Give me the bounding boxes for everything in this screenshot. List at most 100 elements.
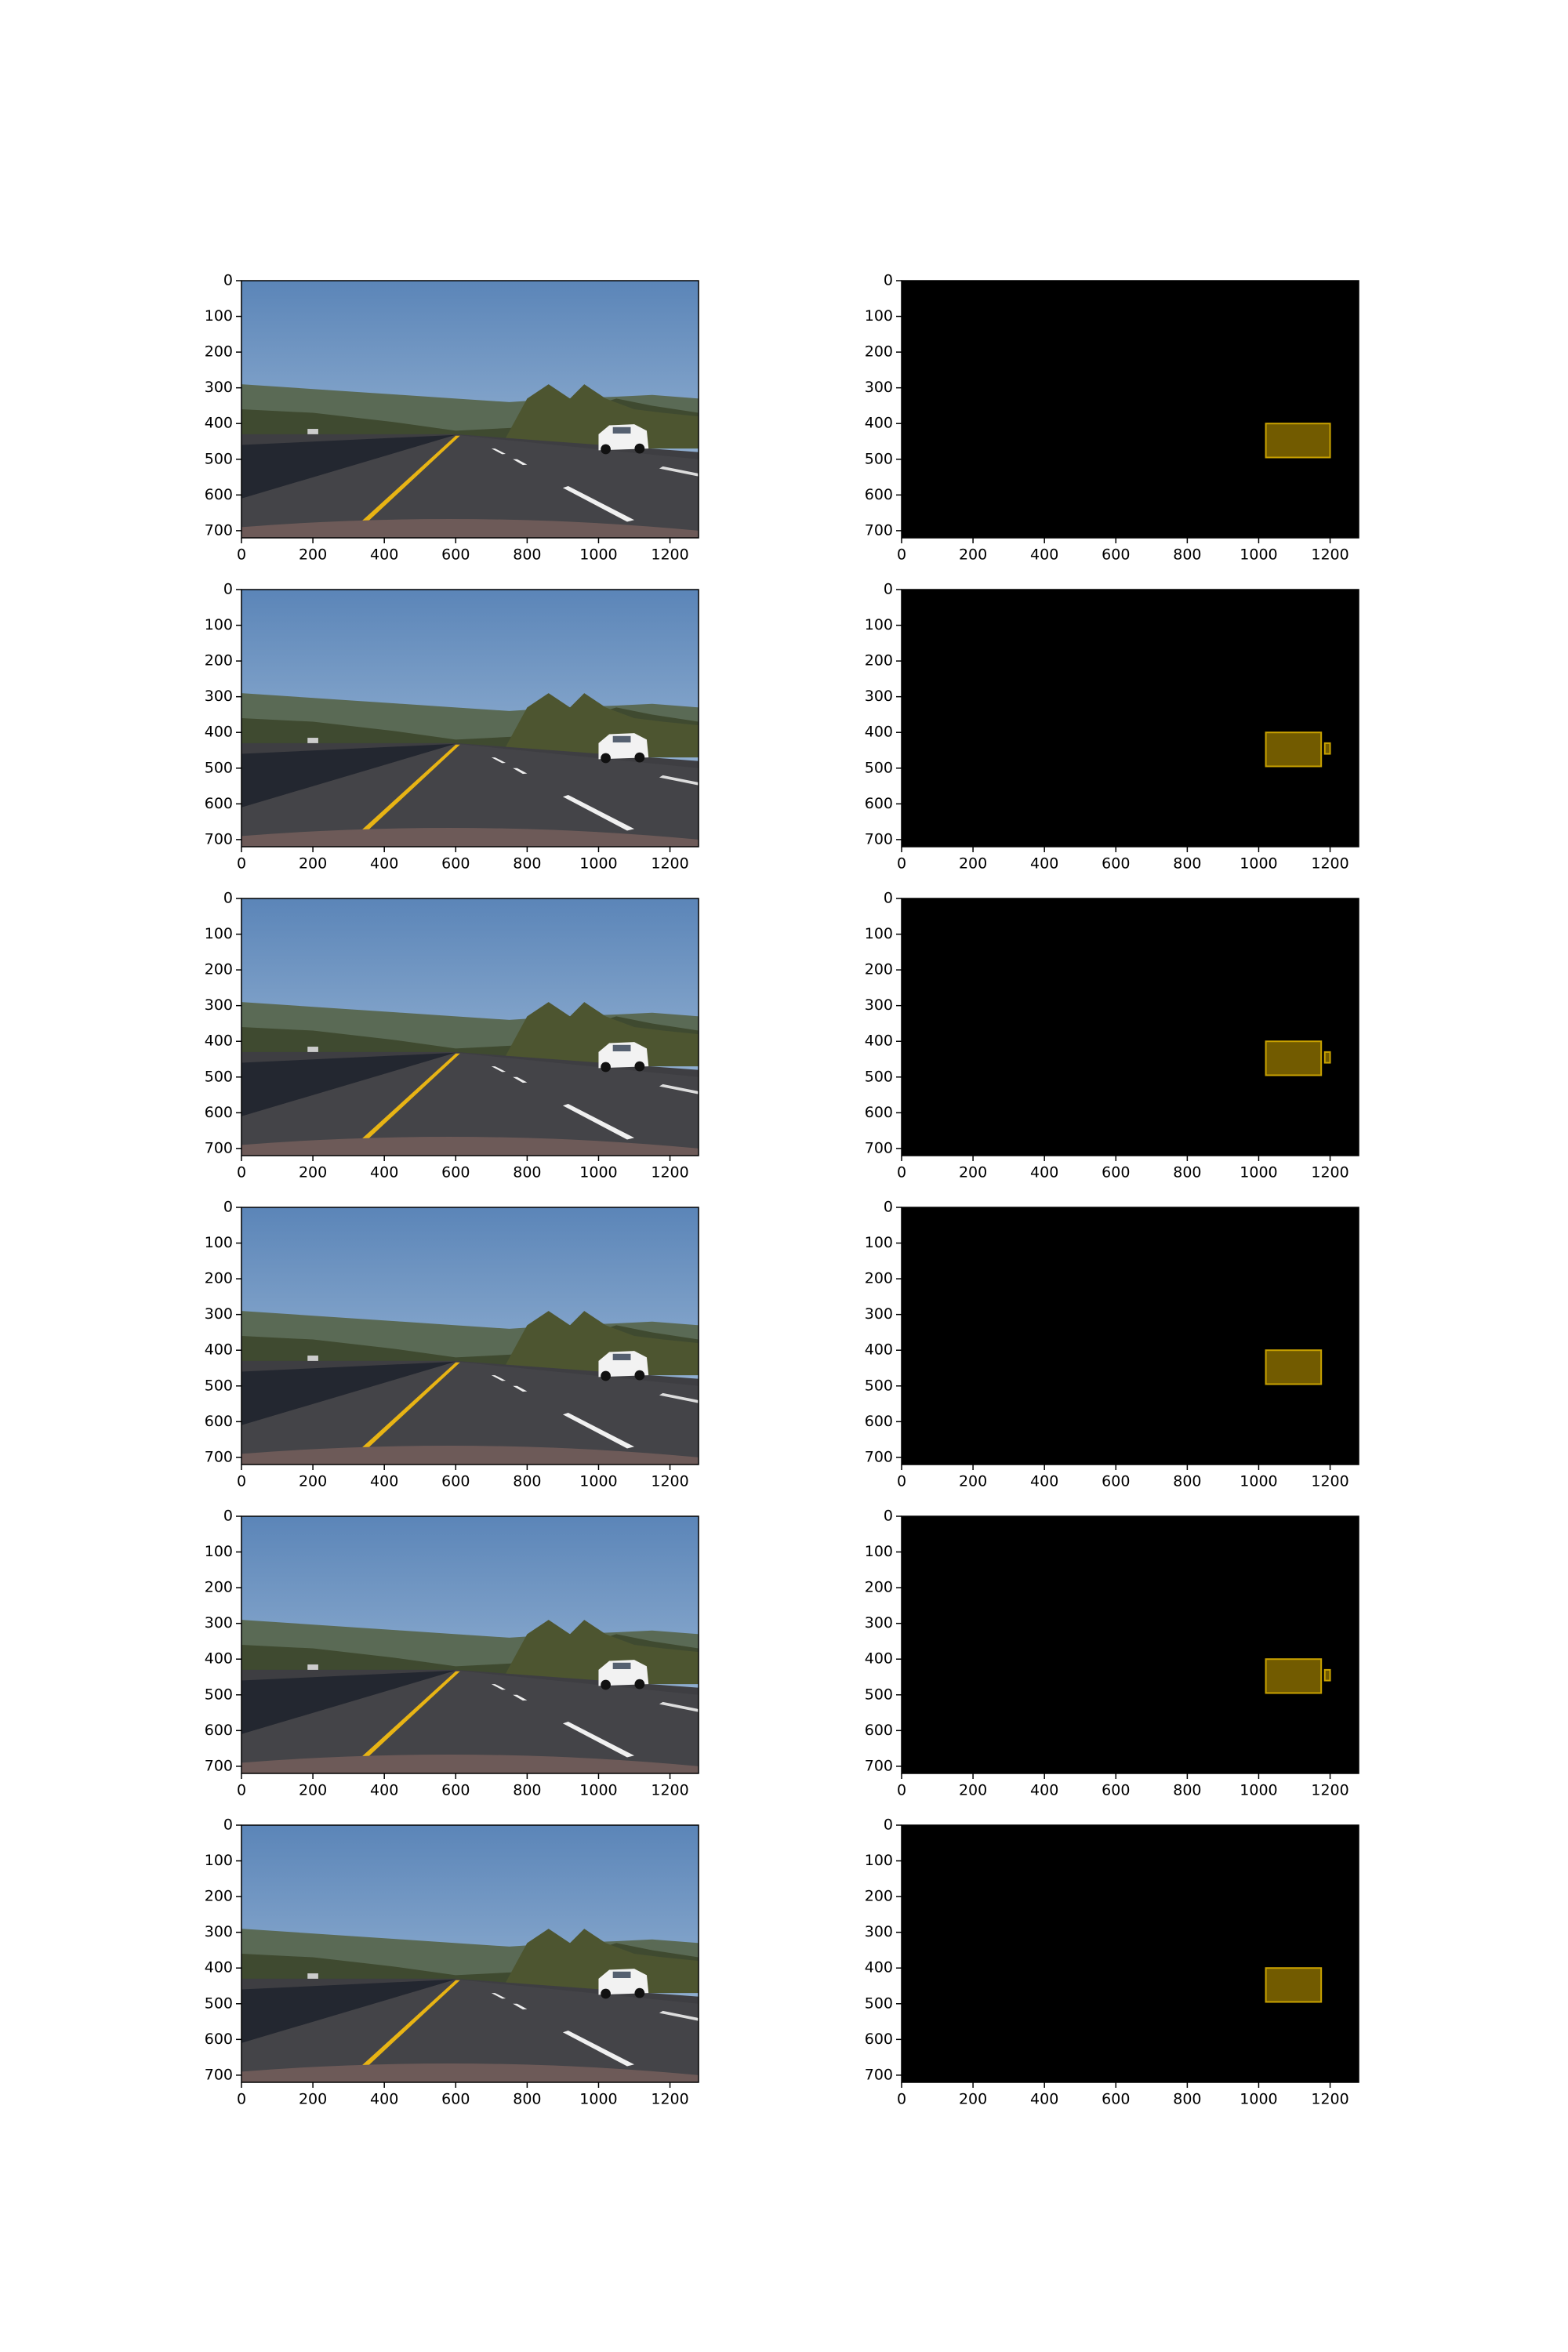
x-tick-label: 400 (370, 1473, 398, 1490)
x-tick-label: 200 (299, 2091, 327, 2108)
y-tick-label: 600 (205, 1722, 233, 1739)
y-tick-label: 200 (865, 1888, 893, 1905)
y-tick-label: 0 (884, 1199, 893, 1216)
background (902, 281, 1359, 538)
subplot: 0 200 400 600 800 1000 1200 0 100 200 300 400 500 600… (865, 1199, 1359, 1490)
x-tick-label: 1000 (579, 855, 617, 873)
subplot: 0 200 400 600 800 1000 1200 0 100 200 300 400 500 600… (205, 1199, 699, 1490)
y-tick-label: 500 (865, 1068, 893, 1085)
x-tick-label: 1200 (651, 855, 688, 873)
y-tick-label: 600 (205, 2031, 233, 2048)
x-tick-label: 1200 (1311, 2091, 1348, 2108)
y-tick-label: 700 (205, 1139, 233, 1156)
x-tick-label: 1000 (579, 1782, 617, 1799)
y-tick-label: 400 (865, 1033, 893, 1050)
subplot: 0 200 400 600 800 1000 1200 0 100 200 300 400 500 600… (865, 1817, 1359, 2108)
y-tick-label: 700 (865, 2066, 893, 2083)
x-tick-label: 800 (1173, 855, 1201, 873)
x-tick-label: 200 (959, 2091, 987, 2108)
y-tick-label: 0 (223, 1817, 233, 1834)
y-tick-label: 600 (205, 1104, 233, 1121)
x-tick-label: 400 (370, 855, 398, 873)
y-tick-label: 600 (865, 486, 893, 503)
y-tick-label: 500 (865, 759, 893, 776)
x-tick-label: 1000 (579, 546, 617, 564)
y-tick-label: 400 (205, 1341, 233, 1359)
x-tick-label: 0 (897, 855, 906, 873)
x-tick-label: 0 (237, 2091, 246, 2108)
x-tick-label: 800 (513, 1782, 541, 1799)
y-tick-label: 0 (223, 1199, 233, 1216)
axes-frame (241, 1207, 699, 1465)
x-tick-label: 200 (299, 1164, 327, 1181)
subplot: 0 200 400 600 800 1000 1200 0 100 200 300 400 500 600… (205, 890, 699, 1181)
x-tick-label: 400 (1030, 546, 1058, 564)
x-tick-label: 800 (1173, 1782, 1201, 1799)
x-tick-label: 200 (959, 546, 987, 564)
y-tick-label: 600 (205, 1413, 233, 1430)
y-tick-label: 600 (205, 795, 233, 812)
axes-frame (901, 1824, 1359, 2083)
x-tick-label: 800 (513, 855, 541, 873)
x-tick-label: 400 (1030, 1164, 1058, 1181)
y-tick-label: 100 (865, 307, 893, 325)
axes-frame (241, 1515, 699, 1774)
axes-frame (901, 1515, 1359, 1774)
y-tick-label: 300 (205, 1923, 233, 1940)
x-tick-label: 400 (1030, 855, 1058, 873)
background (902, 1825, 1359, 2082)
x-tick-label: 400 (370, 546, 398, 564)
y-tick-label: 300 (865, 688, 893, 705)
y-tick-label: 600 (865, 1722, 893, 1739)
y-tick-label: 700 (865, 1757, 893, 1774)
x-tick-label: 1000 (1240, 1473, 1277, 1490)
x-tick-label: 1000 (579, 2091, 617, 2108)
x-tick-label: 600 (441, 1164, 470, 1181)
x-tick-label: 800 (1173, 546, 1201, 564)
y-tick-label: 200 (205, 1270, 233, 1287)
photo (241, 898, 699, 1156)
x-tick-label: 800 (513, 1164, 541, 1181)
photo (241, 1825, 699, 2082)
y-tick-label: 200 (865, 343, 893, 361)
y-tick-label: 300 (205, 1305, 233, 1323)
subplot: 0 200 400 600 800 1000 1200 0 100 200 300 400 500 600… (865, 1508, 1359, 1799)
y-tick-label: 700 (205, 1448, 233, 1465)
x-tick-label: 400 (1030, 1473, 1058, 1490)
axes-frame (241, 898, 699, 1156)
y-tick-label: 200 (865, 1579, 893, 1596)
y-tick-label: 400 (205, 1033, 233, 1050)
y-tick-label: 100 (865, 1234, 893, 1251)
heat-box (1265, 1349, 1323, 1385)
x-tick-label: 200 (959, 1164, 987, 1181)
subplot: 0 200 400 600 800 1000 1200 0 100 200 300 400 500 600… (205, 1817, 699, 2108)
x-tick-label: 1200 (651, 2091, 688, 2108)
x-tick-label: 600 (441, 2091, 470, 2108)
photo (241, 1207, 699, 1465)
axes-frame (241, 280, 699, 539)
y-tick-label: 500 (205, 1068, 233, 1085)
y-tick-label: 100 (205, 616, 233, 633)
x-tick-label: 200 (299, 1473, 327, 1490)
y-tick-label: 200 (205, 1579, 233, 1596)
x-tick-label: 0 (897, 1473, 906, 1490)
y-tick-label: 400 (205, 415, 233, 432)
y-tick-label: 600 (205, 486, 233, 503)
x-tick-label: 0 (237, 1782, 246, 1799)
y-tick-label: 300 (205, 688, 233, 705)
y-tick-label: 400 (865, 1650, 893, 1668)
y-tick-label: 300 (865, 1923, 893, 1940)
background (902, 1207, 1359, 1465)
y-tick-label: 500 (865, 450, 893, 467)
photo (241, 1516, 699, 1773)
heat-box (1265, 1967, 1323, 2003)
y-tick-label: 100 (865, 925, 893, 942)
y-tick-label: 200 (865, 1270, 893, 1287)
y-tick-label: 100 (205, 307, 233, 325)
y-tick-label: 700 (865, 521, 893, 539)
y-tick-label: 400 (205, 1650, 233, 1668)
y-tick-label: 0 (223, 581, 233, 598)
axes-frame (901, 280, 1359, 539)
subplot: 0 200 400 600 800 1000 1200 0 100 200 300 400 500 600… (205, 1508, 699, 1799)
